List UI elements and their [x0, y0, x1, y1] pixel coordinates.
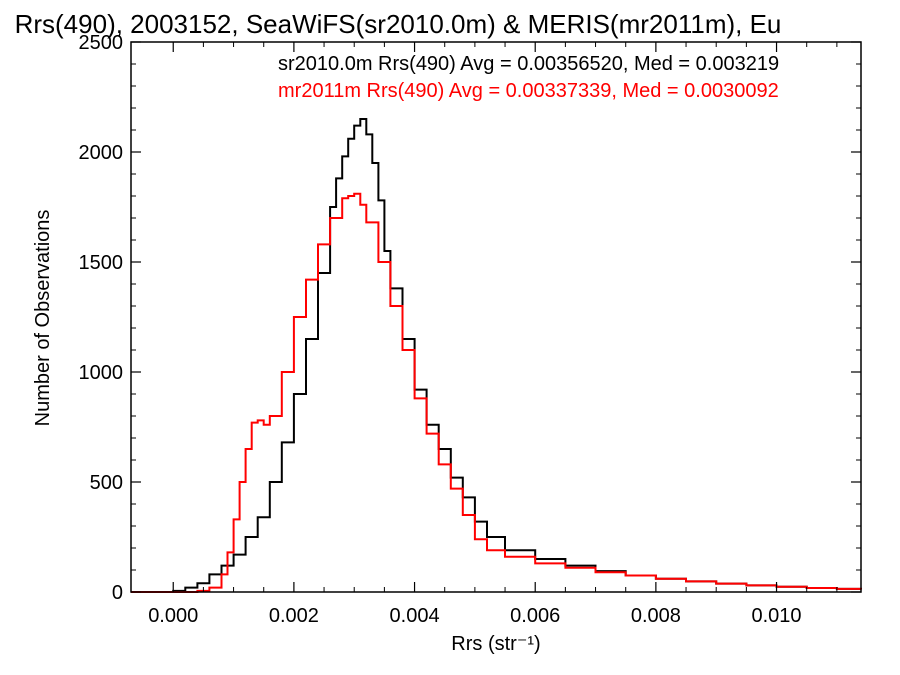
y-tick-label: 0	[112, 582, 123, 604]
x-tick-label: 0.004	[390, 605, 440, 627]
x-tick-label: 0.002	[269, 605, 319, 627]
chart-title: Rrs(490), 2003152, SeaWiFS(sr2010.0m) & …	[15, 9, 782, 39]
plot-frame	[130, 41, 862, 593]
legend-entry-sr2010: sr2010.0m Rrs(490) Avg = 0.00356520, Med…	[278, 53, 779, 75]
y-axis-title: Number of Observations	[32, 210, 54, 427]
x-tick-label: 0.006	[510, 605, 560, 627]
y-tick-label: 2000	[79, 142, 124, 164]
x-tick-label: 0.000	[148, 605, 198, 627]
x-tick-label: 0.010	[752, 605, 802, 627]
series-line-mr2011m	[131, 192, 862, 593]
x-axis-title: Rrs (str⁻¹)	[451, 633, 540, 655]
series-line-sr2010.0m	[131, 118, 862, 593]
plot-area	[131, 118, 862, 593]
x-tick-label: 0.008	[631, 605, 681, 627]
y-tick-label: 2500	[79, 32, 124, 54]
axis-ticks: 0.000 0.002 0.004 0.006 0.008 0.010 0 500 1000 15…	[79, 32, 861, 627]
y-tick-label: 1000	[79, 362, 124, 384]
legend-entry-mr2011: mr2011m Rrs(490) Avg = 0.00337339, Med =…	[278, 80, 779, 102]
y-tick-label: 1500	[79, 252, 124, 274]
y-tick-label: 500	[90, 472, 123, 494]
